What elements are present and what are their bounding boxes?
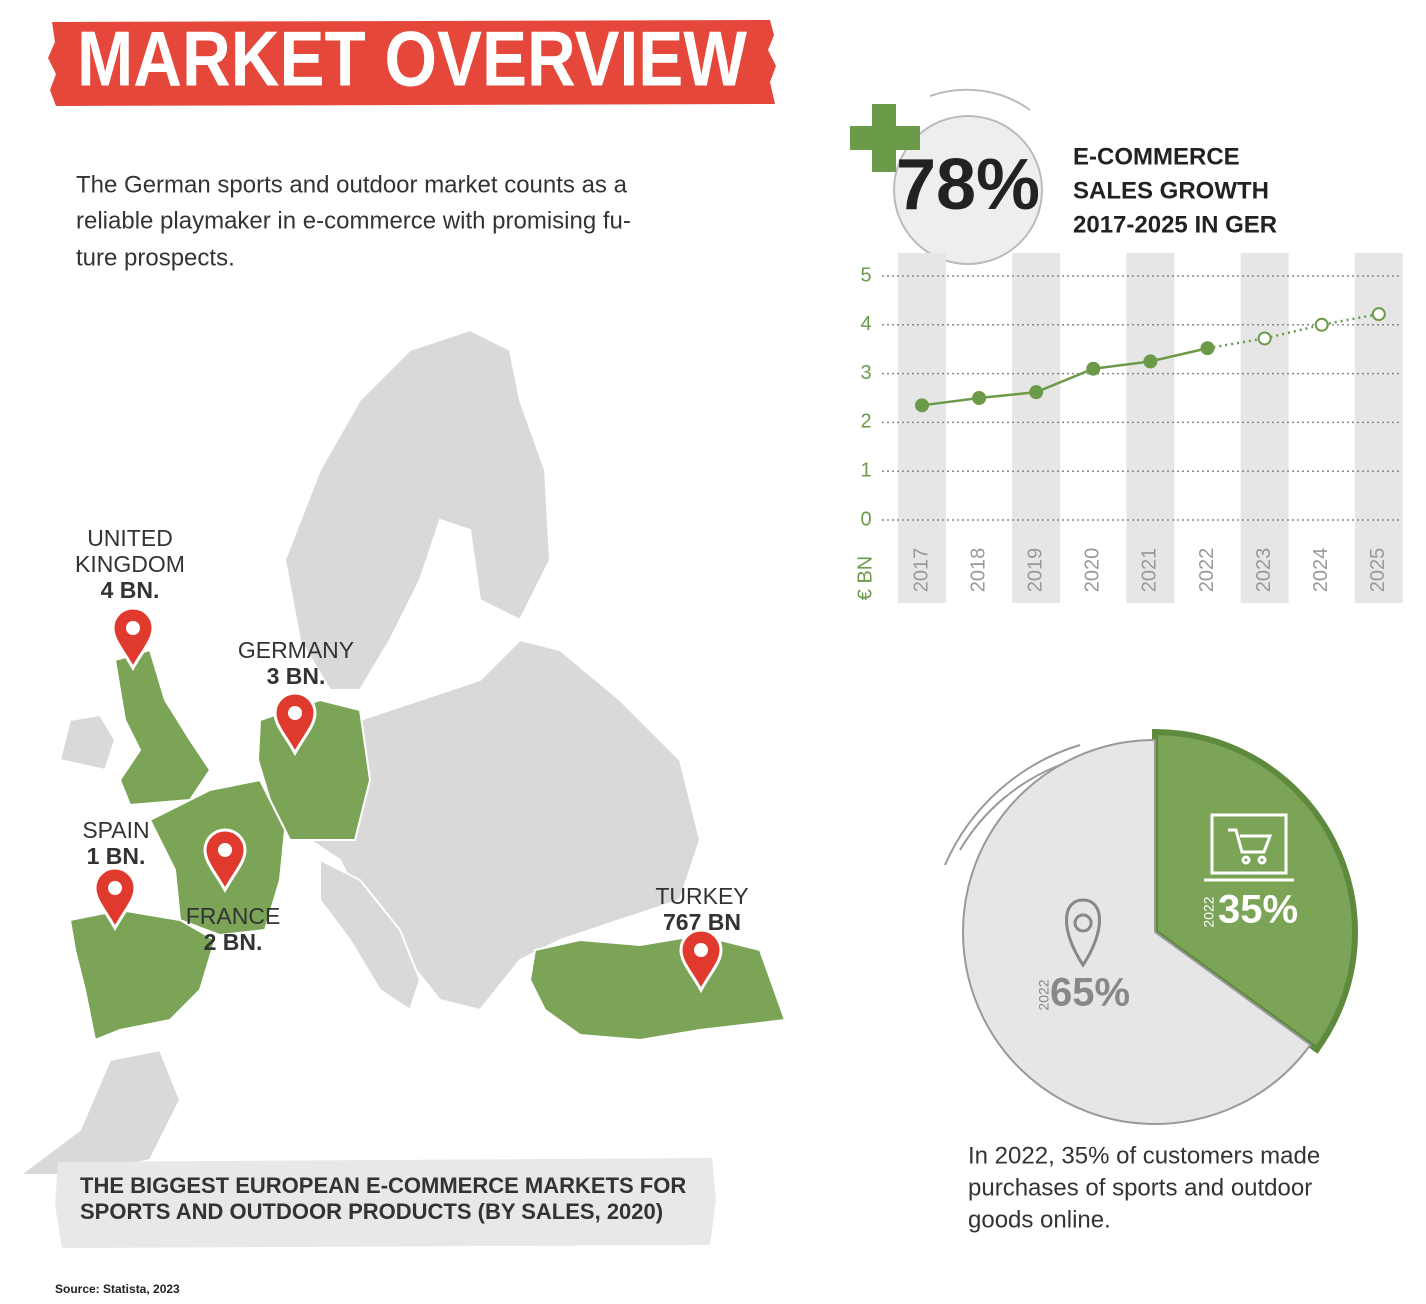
- pie-caption: purchases of sports and outdoor: [968, 1174, 1312, 1201]
- y-tick-label: 3: [860, 362, 871, 384]
- banner: [48, 20, 776, 106]
- plus-icon: [850, 104, 920, 172]
- market-value: 2 BN.: [204, 929, 263, 955]
- y-axis-label: € BN: [854, 556, 876, 600]
- pie-caption: goods online.: [968, 1206, 1111, 1233]
- map-pin: [111, 606, 155, 672]
- map-pin: [679, 928, 723, 994]
- map-pin: [93, 866, 137, 932]
- column-band: [1126, 253, 1175, 603]
- spain: [68, 908, 217, 1042]
- page-title: MARKET OVERVIEW: [77, 15, 747, 103]
- scandinavia: [283, 328, 552, 691]
- intro-line: reliable playmaker in e-commerce with pr…: [76, 207, 631, 234]
- data-point: [915, 398, 929, 413]
- x-tick-label: 2019: [1024, 548, 1046, 593]
- market-name: GERMANY: [238, 637, 354, 663]
- market-name: FRANCE: [186, 903, 281, 929]
- pie-arc: [959, 764, 1061, 851]
- badge-arc: [929, 88, 1031, 111]
- column-band: [898, 253, 946, 603]
- map-pin: [273, 691, 317, 757]
- map-pin-dot: [218, 843, 232, 857]
- turkey: [528, 933, 787, 1042]
- pie-slice: [1152, 728, 1358, 1054]
- source: Source: Statista, 2023: [55, 1282, 180, 1296]
- map-pin-dot: [288, 706, 302, 720]
- x-tick-label: 2021: [1139, 548, 1161, 593]
- market-name: TURKEY: [655, 883, 748, 909]
- slice-sublabel: 2022: [1201, 896, 1217, 927]
- map-title-line: SPORTS AND OUTDOOR PRODUCTS (BY SALES, 2…: [80, 1199, 663, 1224]
- data-point: [1029, 385, 1044, 400]
- market-value: 1 BN.: [87, 843, 146, 869]
- location-icon: [1065, 898, 1101, 968]
- y-tick-label: 4: [860, 313, 871, 335]
- data-point: [1371, 307, 1386, 322]
- y-tick-label: 1: [860, 459, 871, 481]
- pie-caption: In 2022, 35% of customers made: [968, 1142, 1320, 1169]
- data-point: [1143, 354, 1158, 369]
- series-line: [921, 347, 1208, 407]
- slice-label: 65%: [1050, 971, 1130, 1015]
- map-pin-dot: [694, 943, 708, 957]
- map-title-line: THE BIGGEST EUROPEAN E-COMMERCE MARKETS …: [80, 1173, 686, 1198]
- pie-arc: [944, 744, 1081, 866]
- y-tick-label: 5: [860, 264, 871, 286]
- ireland: [58, 713, 117, 772]
- cart-icon: [1204, 813, 1294, 882]
- y-tick-label: 0: [860, 508, 871, 530]
- x-tick-label: 2020: [1082, 548, 1104, 593]
- europe-map: [17, 328, 787, 1176]
- intro-line: ture prospects.: [76, 244, 235, 271]
- pie-slice: [962, 738, 1312, 1125]
- x-tick-label: 2018: [967, 548, 989, 593]
- line-chart-title: 2017-2025 IN GER: [1073, 211, 1277, 238]
- map-pin-dot: [126, 621, 140, 635]
- badge-value: 78%: [896, 145, 1040, 225]
- x-tick-label: 2022: [1196, 548, 1218, 593]
- intro-line: The German sports and outdoor market cou…: [76, 171, 628, 198]
- market-name: SPAIN: [82, 817, 149, 843]
- x-tick-label: 2024: [1310, 548, 1332, 593]
- morocco: [17, 1048, 182, 1176]
- forecast-connector: [1207, 337, 1265, 350]
- map-pin: [203, 828, 247, 894]
- column-band: [1240, 253, 1289, 603]
- italy: [319, 858, 422, 1012]
- market-name: KINGDOM: [75, 551, 185, 577]
- market-value: 4 BN.: [101, 577, 160, 603]
- map-pin-dot: [108, 881, 122, 895]
- intro: The German sports and outdoor market cou…: [76, 171, 631, 271]
- line-chart-title: E-COMMERCE: [1073, 143, 1240, 170]
- y-tick-label: 2: [860, 411, 871, 433]
- x-tick-label: 2023: [1253, 548, 1275, 593]
- united-kingdom: [113, 648, 212, 807]
- data-point: [972, 391, 987, 405]
- eastern-europe: [308, 638, 702, 1012]
- slice-sublabel: 2022: [1036, 979, 1052, 1010]
- line-chart: 0 1 2 3 4 5 2017 2018 2019 2020 2021 2022 2023 2024 20…: [860, 253, 1403, 603]
- column-band: [1012, 253, 1061, 603]
- market-name: UNITED: [87, 525, 173, 551]
- series-line: [1264, 312, 1380, 340]
- data-point: [1314, 317, 1329, 332]
- x-tick-label: 2017: [910, 548, 932, 593]
- x-tick-label: 2025: [1367, 548, 1389, 593]
- slice-label: 35%: [1218, 888, 1298, 932]
- line-chart-title: SALES GROWTH: [1073, 177, 1269, 204]
- data-point: [1257, 331, 1272, 346]
- map-title-box: [55, 1158, 716, 1248]
- data-point: [1086, 361, 1101, 376]
- badge-circle: [893, 115, 1043, 265]
- market-value: 3 BN.: [267, 663, 326, 689]
